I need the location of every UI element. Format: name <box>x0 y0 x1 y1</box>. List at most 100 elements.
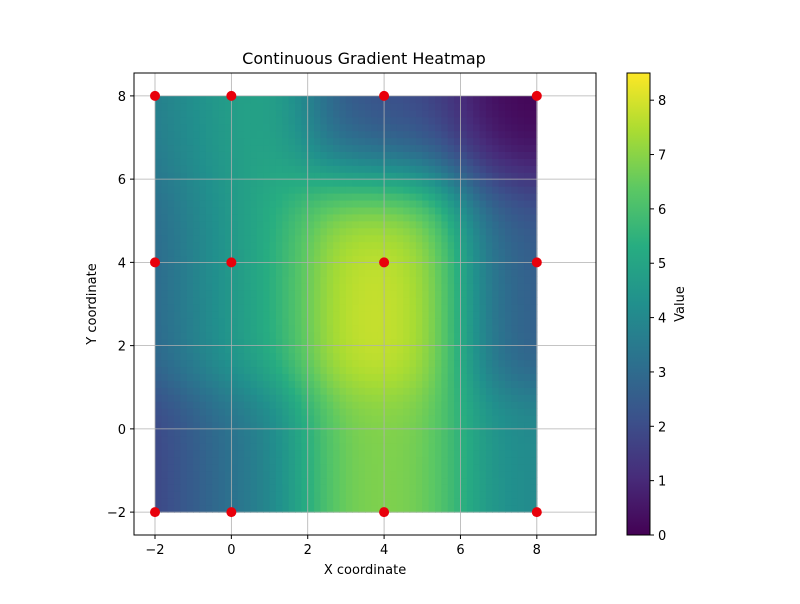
heatmap-cell <box>326 283 334 291</box>
heatmap-cell <box>466 498 474 506</box>
heatmap-cell <box>275 123 283 132</box>
heatmap-cell <box>396 276 404 284</box>
heatmap-cell <box>428 304 436 312</box>
heatmap-cell <box>205 463 213 472</box>
heatmap-cell <box>167 269 175 277</box>
heatmap-cell <box>485 352 493 361</box>
heatmap-cell <box>161 116 169 125</box>
heatmap-cell <box>422 123 430 132</box>
heatmap-cell <box>492 283 500 291</box>
heatmap-cell <box>250 317 258 326</box>
heatmap-cell <box>403 137 411 146</box>
heatmap-cell <box>314 234 322 243</box>
heatmap-cell <box>237 373 245 381</box>
heatmap-cell <box>435 380 442 388</box>
heatmap-cell <box>263 421 271 430</box>
heatmap-cell <box>186 109 194 118</box>
heatmap-cell <box>231 165 239 173</box>
heatmap-cell <box>352 387 360 395</box>
heatmap-cell <box>155 116 162 125</box>
heatmap-cell <box>275 116 283 125</box>
heatmap-cell <box>428 373 436 381</box>
heatmap-cell <box>314 317 322 326</box>
heatmap-cell <box>174 109 182 118</box>
heatmap-cell <box>275 387 283 395</box>
heatmap-cell <box>250 269 258 277</box>
heatmap-cell <box>320 449 328 458</box>
heatmap-cell <box>473 116 481 125</box>
heatmap-cell <box>231 352 239 361</box>
heatmap-cell <box>269 283 277 291</box>
heatmap-cell <box>186 213 194 222</box>
heatmap-cell <box>199 387 207 395</box>
heatmap-cell <box>339 109 347 118</box>
heatmap-cell <box>288 491 296 499</box>
heatmap-cell <box>212 304 220 312</box>
heatmap-cell <box>352 151 360 159</box>
heatmap-cell <box>161 442 169 451</box>
heatmap-cell <box>454 179 462 187</box>
heatmap-cell <box>403 297 411 305</box>
heatmap-cell <box>256 352 264 361</box>
heatmap-cell <box>466 109 474 118</box>
heatmap-cell <box>174 283 182 291</box>
heatmap-cell <box>492 199 500 208</box>
heatmap-cell <box>256 109 264 118</box>
heatmap-cell <box>511 158 519 166</box>
heatmap-cell <box>524 324 532 333</box>
heatmap-cell <box>358 310 366 319</box>
heatmap-cell <box>225 421 232 430</box>
heatmap-cell <box>377 317 385 326</box>
heatmap-cell <box>339 366 347 374</box>
heatmap-cell <box>326 130 334 139</box>
heatmap-cell <box>352 234 360 243</box>
heatmap-cell <box>345 151 353 159</box>
heatmap-cell <box>358 179 366 187</box>
heatmap-cell <box>485 505 493 513</box>
heatmap-cell <box>492 435 500 444</box>
heatmap-cell <box>428 290 436 298</box>
heatmap-cell <box>460 283 468 291</box>
heatmap-cell <box>358 456 366 465</box>
heatmap-cell <box>282 505 290 513</box>
heatmap-cell <box>339 130 347 139</box>
heatmap-cell <box>352 116 360 125</box>
heatmap-cell <box>320 435 328 444</box>
heatmap-cell <box>282 206 290 215</box>
heatmap-cell <box>212 213 220 222</box>
heatmap-cell <box>314 387 322 395</box>
heatmap-cell <box>505 324 512 333</box>
heatmap-cell <box>295 442 302 451</box>
heatmap-cell <box>492 234 500 243</box>
heatmap-cell <box>161 297 169 305</box>
heatmap-cell <box>269 324 277 333</box>
heatmap-cell <box>263 470 271 479</box>
heatmap-cell <box>345 380 353 388</box>
heatmap-cell <box>205 109 213 118</box>
heatmap-cell <box>237 199 245 208</box>
heatmap-cell <box>180 463 188 472</box>
heatmap-cell <box>161 158 169 166</box>
heatmap-cell <box>473 172 481 180</box>
heatmap-cell <box>161 269 169 277</box>
heatmap-cell <box>320 137 328 146</box>
heatmap-cell <box>466 297 474 305</box>
heatmap-cell <box>517 345 525 354</box>
heatmap-cell <box>237 276 245 284</box>
heatmap-cell <box>485 172 493 180</box>
heatmap-cell <box>237 310 245 319</box>
heatmap-cell <box>314 255 322 263</box>
heatmap-cell <box>447 234 455 243</box>
heatmap-cell <box>250 463 258 472</box>
heatmap-cell <box>396 158 404 166</box>
heatmap-cell <box>269 262 277 270</box>
heatmap-cell <box>422 408 430 416</box>
heatmap-cell <box>339 248 347 257</box>
heatmap-cell <box>275 172 283 180</box>
heatmap-cell <box>263 456 271 465</box>
heatmap-cell <box>263 283 271 291</box>
heatmap-cell <box>180 401 188 409</box>
heatmap-cell <box>186 477 194 485</box>
heatmap-cell <box>155 366 162 374</box>
